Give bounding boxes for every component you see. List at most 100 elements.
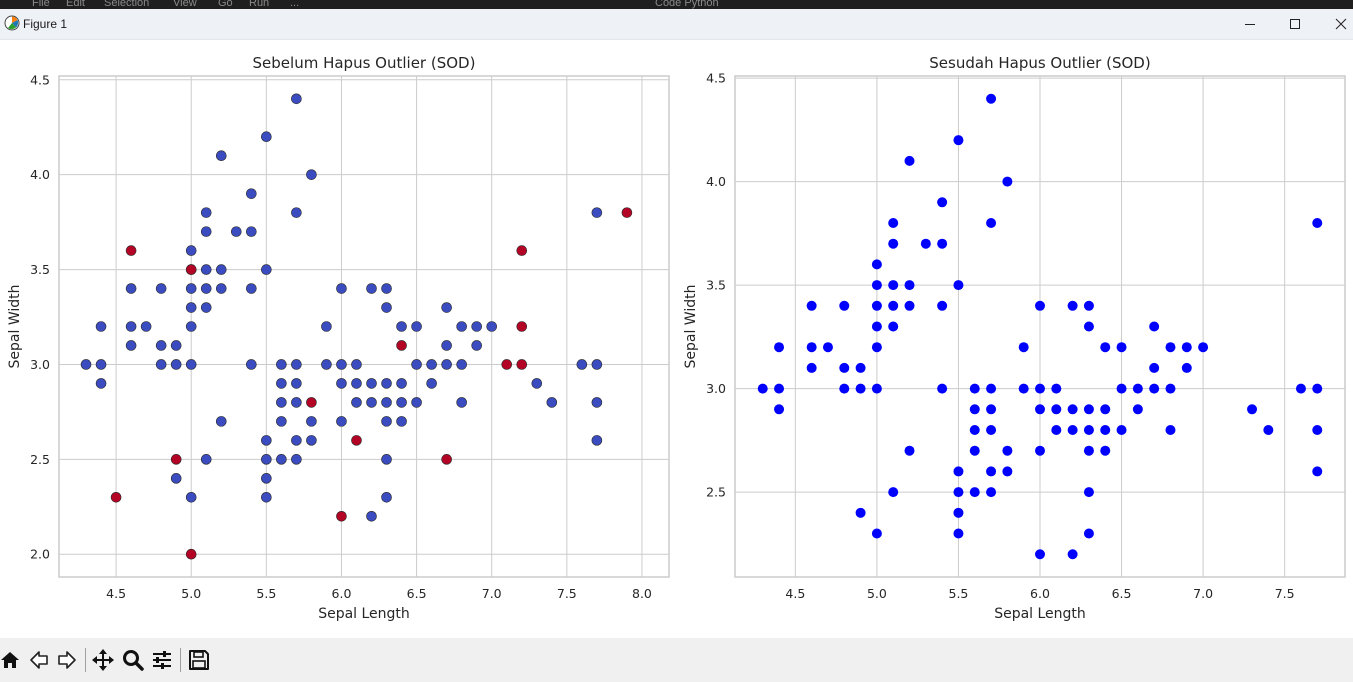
inlier-point (351, 397, 362, 408)
inlier-point (185, 283, 197, 294)
y-tick-label: 4.0 (30, 167, 50, 182)
inlier-point (381, 378, 392, 389)
inlier-point (396, 378, 407, 389)
figure-canvas[interactable]: 4.5 5.0 5.5 6.0 6.5 7.0 7.5 8.0 2.0 2.5 3.0 3.5 4.0… (0, 40, 1353, 638)
menu-go[interactable]: Go (218, 0, 233, 9)
inlier-point (306, 416, 317, 427)
matplotlib-logo-icon (4, 15, 20, 31)
inlier-point (1149, 383, 1160, 394)
inlier-point (1051, 425, 1062, 436)
inlier-point (426, 359, 437, 370)
inlier-point (1002, 176, 1013, 187)
inlier-point (140, 321, 152, 332)
forward-button[interactable] (54, 646, 80, 674)
inlier-point (1083, 425, 1094, 436)
outlier-point (516, 359, 528, 370)
y-axis-label: Sepal Width (683, 285, 699, 369)
inlier-point (546, 397, 558, 408)
inlier-point (456, 359, 467, 370)
inlier-point (366, 378, 377, 389)
inlier-point (953, 466, 964, 477)
inlier-point (396, 321, 407, 332)
inlier-point (261, 131, 272, 143)
menu-more[interactable]: ... (290, 0, 300, 9)
save-button[interactable] (186, 646, 212, 674)
y-tick-label: 2.5 (30, 452, 50, 467)
inlier-point (215, 264, 227, 275)
home-icon (1, 652, 19, 668)
chart-title: Sebelum Hapus Outlier (SOD) (253, 54, 476, 72)
menu-selection[interactable]: Selection (104, 0, 150, 9)
inlier-point (591, 359, 603, 370)
inlier-point (871, 342, 882, 353)
inlier-point (80, 359, 92, 370)
inlier-point (396, 416, 407, 427)
axes-frame (734, 75, 1346, 578)
inlier-point (888, 487, 899, 498)
outlier-point (125, 245, 137, 256)
command-search[interactable]: Code Python (655, 0, 719, 9)
inlier-point (321, 321, 332, 332)
x-tick-label: 5.0 (181, 586, 201, 601)
inlier-point (200, 283, 212, 294)
inlier-point (471, 321, 482, 332)
inlier-point (1181, 342, 1192, 353)
inlier-point (155, 359, 167, 370)
inlier-point (774, 342, 785, 353)
inlier-point (185, 302, 197, 313)
inlier-point (261, 473, 272, 484)
inlier-point (937, 383, 948, 394)
inlier-point (1018, 383, 1029, 394)
x-tick-label: 7.5 (1275, 586, 1295, 601)
inlier-point (366, 283, 377, 294)
inlier-point (871, 259, 882, 270)
inlier-point (291, 93, 302, 105)
inlier-point (888, 238, 899, 249)
inlier-point (1035, 445, 1045, 456)
x-tick-label: 5.5 (949, 586, 969, 601)
inlier-point (1083, 300, 1094, 311)
inlier-point (261, 491, 272, 503)
menu-edit[interactable]: Edit (66, 0, 85, 9)
y-tick-labels: 2.0 2.5 3.0 3.5 4.0 4.5 (30, 72, 50, 561)
outlier-point (170, 454, 182, 465)
maximize-button[interactable] (1272, 9, 1318, 39)
inlier-point (381, 491, 392, 503)
inlier-point (471, 340, 482, 351)
maximize-icon (1290, 19, 1300, 29)
inlier-point (591, 397, 603, 408)
inlier-point (855, 362, 866, 373)
inlier-point (125, 340, 137, 351)
menu-file[interactable]: File (32, 0, 50, 9)
inlier-point (381, 416, 392, 427)
inlier-point (351, 378, 362, 389)
inlier-point (1116, 383, 1127, 394)
inlier-point (969, 404, 980, 415)
outlier-point (351, 435, 362, 446)
home-button[interactable] (0, 646, 23, 674)
y-tick-label: 3.0 (706, 381, 726, 396)
y-tick-labels: 2.5 3.0 3.5 4.0 4.5 (706, 71, 726, 500)
pan-button[interactable] (90, 646, 116, 674)
configure-button[interactable] (149, 646, 175, 674)
menu-view[interactable]: View (173, 0, 197, 9)
close-button[interactable] (1318, 9, 1353, 39)
zoom-button[interactable] (120, 646, 146, 674)
inlier-point (904, 280, 915, 291)
inlier-point (1165, 425, 1176, 436)
outlier-point (516, 245, 528, 256)
inlier-point (953, 280, 964, 291)
inlier-point (986, 487, 997, 498)
menu-run[interactable]: Run (249, 0, 270, 9)
inlier-point (276, 397, 287, 408)
axes-frame (58, 75, 670, 578)
back-button[interactable] (26, 646, 52, 674)
x-tick-label: 6.0 (332, 586, 352, 601)
inlier-point (1149, 362, 1160, 373)
move-icon (92, 649, 114, 671)
inlier-point (321, 359, 332, 370)
inlier-point (1002, 445, 1013, 456)
inlier-point (937, 300, 948, 311)
inlier-point (1035, 404, 1045, 415)
minimize-button[interactable] (1227, 9, 1273, 39)
